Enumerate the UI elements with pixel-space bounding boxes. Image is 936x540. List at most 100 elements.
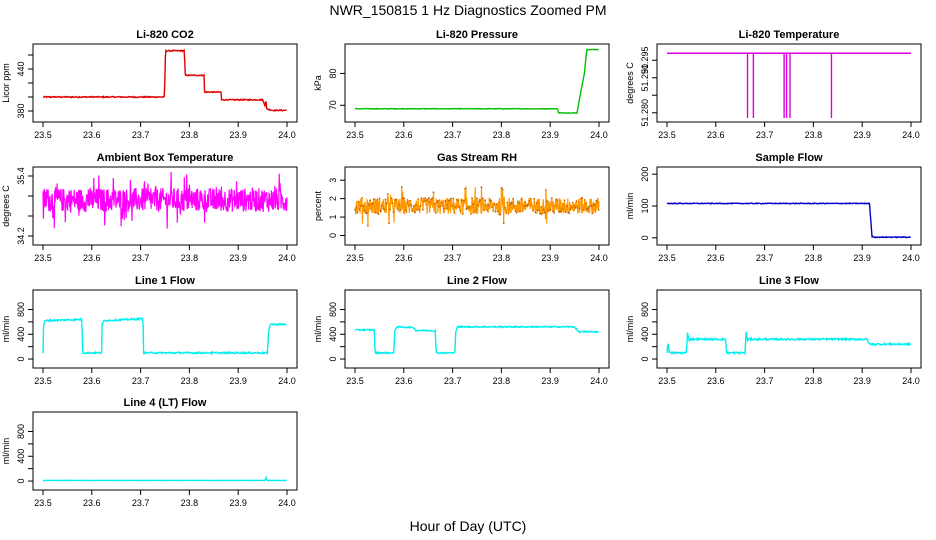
data-point [357, 200, 360, 203]
data-point [404, 209, 407, 211]
data-point [410, 204, 413, 207]
panel-title: Li-820 Temperature [739, 29, 840, 41]
data-point [376, 198, 379, 201]
chart-panel-5: Gas Stream RH percent 23.5 23.6 23.7 23.8 23.9… [313, 152, 610, 263]
data-point [519, 210, 521, 213]
series-line [42, 48, 287, 112]
y-tick-label: 70 [328, 100, 338, 110]
data-point [384, 198, 387, 201]
data-point [531, 204, 533, 207]
panel-title: Sample Flow [755, 152, 823, 164]
data-point [597, 209, 600, 211]
data-point [534, 211, 537, 214]
data-point [412, 205, 415, 208]
data-point [594, 203, 596, 206]
plot-frame [656, 166, 922, 246]
data-point [433, 202, 436, 205]
x-tick-label: 23.7 [756, 253, 774, 263]
data-point [356, 211, 359, 214]
data-point [593, 204, 595, 207]
series-line [42, 172, 288, 229]
data-point [512, 197, 514, 200]
data-point [533, 198, 536, 200]
x-tick-label: 24.0 [278, 376, 296, 386]
x-tick-label: 23.9 [541, 253, 559, 263]
x-tick-label: 23.6 [83, 498, 101, 508]
data-point [444, 200, 447, 202]
data-point [514, 210, 517, 213]
y-axis-label: degrees C [625, 62, 635, 104]
data-point [581, 196, 584, 199]
data-point [515, 211, 518, 214]
data-point [377, 213, 380, 216]
plot-area [666, 201, 911, 239]
plot-area [354, 324, 599, 355]
data-point [389, 208, 391, 211]
data-point [371, 202, 374, 205]
chart-panel-2: Li-820 Pressure kPa 23.5 23.6 23.7 23.8 23.9 24… [313, 29, 610, 140]
data-point [461, 213, 464, 215]
chart-panel-10: Line 4 (LT) Flow ml/min 23.5 23.6 23.7 23.8 23… [1, 397, 298, 508]
data-point [426, 198, 429, 201]
data-point [507, 212, 510, 215]
data-point [520, 198, 523, 201]
x-tick-label: 24.0 [590, 130, 608, 140]
data-point [540, 206, 543, 208]
data-point [411, 210, 414, 212]
data-point [396, 207, 399, 210]
data-point [415, 204, 417, 207]
data-point [397, 209, 400, 212]
x-tick-label: 23.7 [444, 253, 462, 263]
y-axis-label: ml/min [1, 438, 11, 465]
panel-title: Li-820 CO2 [136, 29, 193, 41]
x-tick-label: 23.5 [34, 498, 52, 508]
y-tick-label: 800 [16, 302, 26, 317]
data-point [523, 201, 526, 204]
data-point [459, 210, 462, 212]
y-tick-label: 0 [16, 357, 26, 362]
plot-frame [344, 43, 610, 123]
x-tick-label: 23.5 [34, 376, 52, 386]
x-tick-label: 23.7 [132, 130, 150, 140]
data-point [511, 202, 513, 205]
x-tick-label: 23.5 [346, 130, 364, 140]
data-point [485, 204, 488, 207]
panel-title: Li-820 Pressure [436, 29, 518, 41]
data-point [437, 199, 440, 202]
series-line [666, 201, 911, 239]
y-axis-label: kPa [313, 75, 323, 91]
data-point [492, 210, 495, 212]
x-tick-label: 23.9 [541, 376, 559, 386]
data-point [522, 204, 525, 207]
data-point [494, 211, 497, 213]
data-point [452, 197, 455, 200]
data-point [368, 204, 370, 206]
data-point [552, 210, 554, 213]
x-tick-label: 23.8 [181, 498, 199, 508]
x-tick-label: 24.0 [590, 253, 608, 263]
data-point [513, 205, 516, 207]
x-tick-label: 23.8 [493, 130, 511, 140]
data-point [369, 199, 372, 202]
y-axis-label: ml/min [1, 316, 11, 343]
y-tick-label: 400 [328, 327, 338, 342]
data-point [475, 197, 478, 200]
data-point [367, 224, 369, 227]
x-tick-label: 23.9 [853, 253, 871, 263]
x-tick-label: 23.7 [132, 376, 150, 386]
data-point [451, 205, 454, 208]
data-point [579, 207, 581, 210]
data-point [582, 208, 585, 211]
data-point [504, 206, 506, 209]
data-point [363, 209, 366, 212]
data-point [436, 201, 438, 204]
y-tick-label: 380 [16, 103, 26, 118]
data-point [546, 200, 548, 203]
data-point [445, 207, 448, 210]
x-tick-label: 23.6 [83, 253, 101, 263]
plot-area [666, 331, 911, 356]
x-tick-label: 23.8 [805, 376, 823, 386]
data-point [588, 206, 591, 209]
data-point [360, 205, 362, 208]
plot-area [42, 316, 287, 356]
